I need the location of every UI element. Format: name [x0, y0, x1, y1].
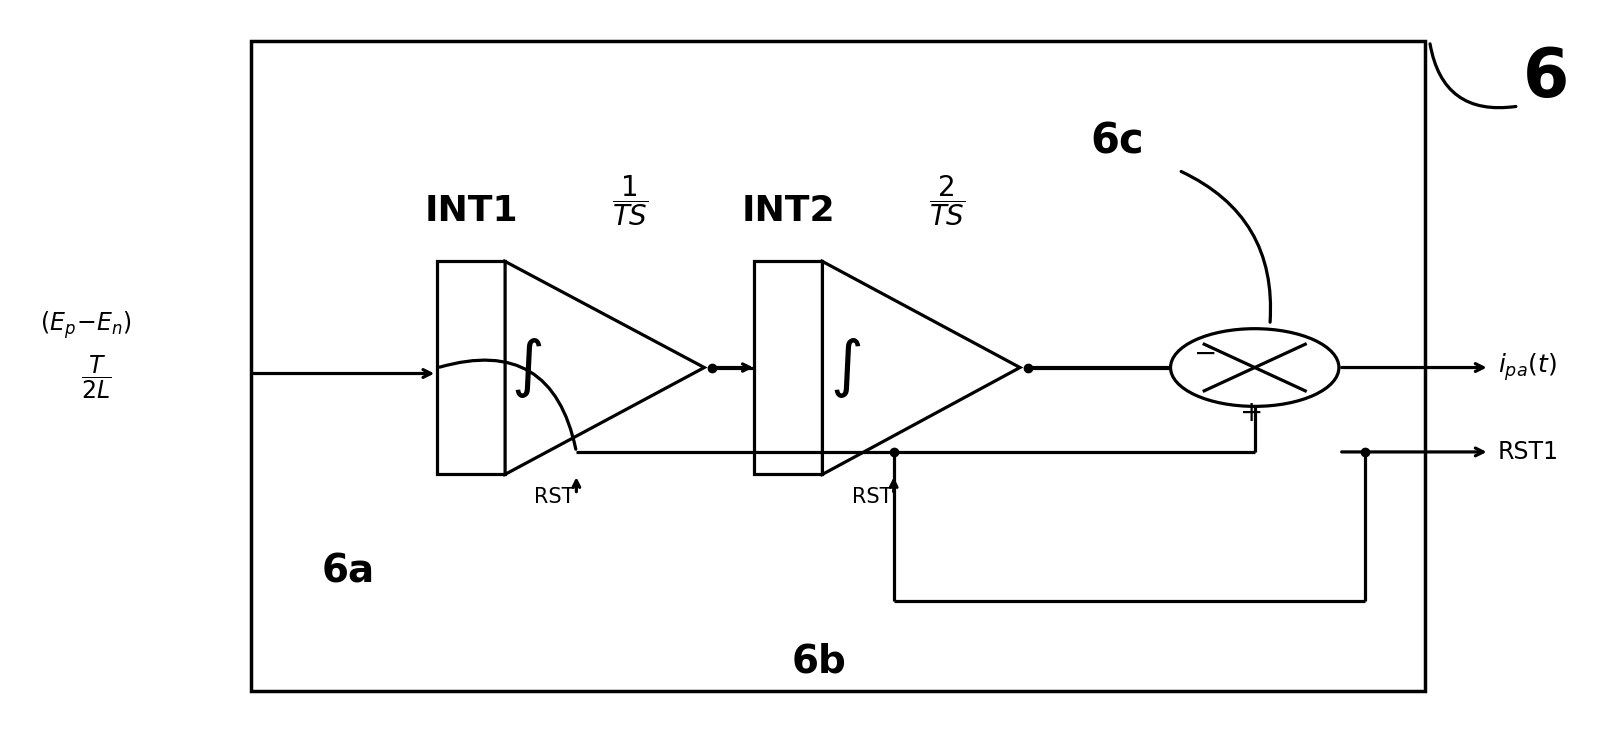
Text: $\int$: $\int$ — [829, 335, 861, 400]
Text: 6a: 6a — [322, 553, 374, 590]
Text: 6b: 6b — [792, 642, 847, 680]
Text: $i_{pa}(t)$: $i_{pa}(t)$ — [1498, 352, 1556, 383]
Text: $\dfrac{1}{TS}$: $\dfrac{1}{TS}$ — [612, 173, 649, 228]
Text: $-$: $-$ — [1193, 338, 1216, 367]
Text: $\int$: $\int$ — [510, 335, 542, 400]
Text: $\dfrac{2}{TS}$: $\dfrac{2}{TS}$ — [929, 173, 967, 228]
Text: 6c: 6c — [1090, 121, 1145, 163]
Text: 6: 6 — [1523, 46, 1569, 111]
Text: $+$: $+$ — [1239, 399, 1261, 427]
Text: RST: RST — [852, 487, 892, 507]
Text: RST: RST — [534, 487, 575, 507]
Polygon shape — [822, 261, 1020, 474]
Bar — [437, 261, 505, 474]
Text: INT1: INT1 — [424, 193, 518, 228]
Bar — [251, 41, 1425, 691]
Text: $\dfrac{T}{2L}$: $\dfrac{T}{2L}$ — [81, 353, 112, 401]
Circle shape — [1171, 329, 1339, 406]
Text: INT2: INT2 — [742, 193, 835, 228]
Text: RST1: RST1 — [1498, 440, 1559, 464]
Text: $(E_p\!-\!E_n)$: $(E_p\!-\!E_n)$ — [40, 309, 133, 341]
Bar — [754, 261, 822, 474]
Polygon shape — [505, 261, 704, 474]
